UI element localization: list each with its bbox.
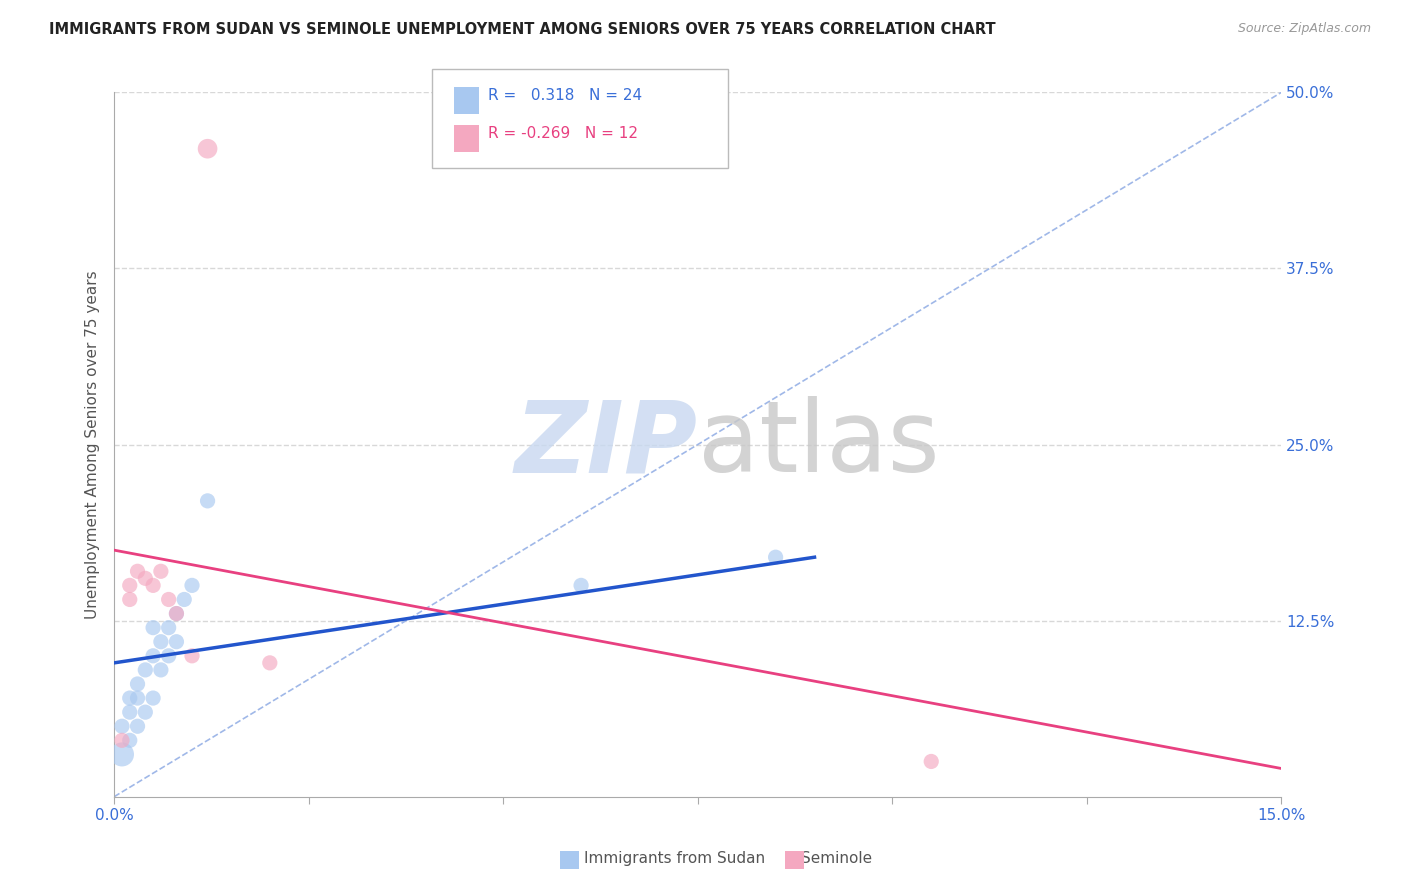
Point [134,663,156,677]
Point [165,607,187,621]
Text: Immigrants from Sudan: Immigrants from Sudan [585,851,765,865]
Point [118,705,141,719]
Text: R = -0.269   N = 12: R = -0.269 N = 12 [488,127,638,141]
Point [149,634,172,648]
Point [118,592,141,607]
Y-axis label: Unemployment Among Seniors over 75 years: Unemployment Among Seniors over 75 years [86,270,100,619]
Point [765,550,787,565]
Point [127,719,149,733]
Point [920,755,942,769]
Point [134,571,156,585]
Point [127,564,149,578]
Point [157,621,180,635]
Point [127,677,149,691]
Point [181,648,204,663]
Point [127,691,149,706]
Point [118,691,141,706]
Point [157,648,180,663]
Point [142,621,165,635]
Point [118,578,141,592]
Point [157,592,180,607]
Point [142,691,165,706]
Text: R =   0.318   N = 24: R = 0.318 N = 24 [488,88,643,103]
Text: ZIP: ZIP [515,396,697,493]
Point [149,663,172,677]
Point [259,656,281,670]
Point [134,705,156,719]
Point [165,634,187,648]
Text: IMMIGRANTS FROM SUDAN VS SEMINOLE UNEMPLOYMENT AMONG SENIORS OVER 75 YEARS CORRE: IMMIGRANTS FROM SUDAN VS SEMINOLE UNEMPL… [49,22,995,37]
Text: atlas: atlas [697,396,939,493]
Text: Source: ZipAtlas.com: Source: ZipAtlas.com [1237,22,1371,36]
Point [142,648,165,663]
Point [111,719,134,733]
Point [173,592,195,607]
Point [142,578,165,592]
Point [197,142,219,156]
Point [111,733,134,747]
Point [111,747,134,762]
Text: Seminole: Seminole [801,851,872,865]
Point [181,578,204,592]
Point [569,578,592,592]
Point [197,494,219,508]
Point [118,733,141,747]
Point [165,607,187,621]
Point [149,564,172,578]
